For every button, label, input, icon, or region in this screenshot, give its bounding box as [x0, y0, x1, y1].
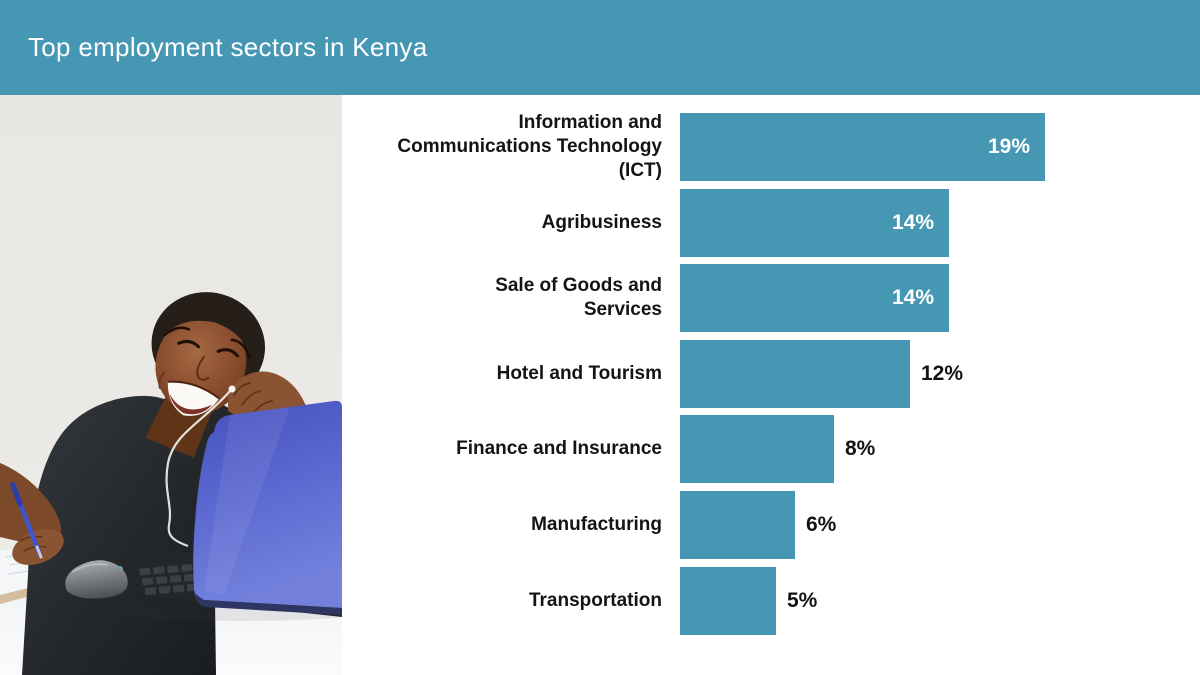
bar [680, 490, 795, 559]
bar-track: 5% [680, 566, 1200, 635]
bar [680, 566, 776, 635]
bar-track: 14% [680, 188, 1200, 257]
category-label: Agribusiness [541, 211, 662, 233]
value-label: 14% [891, 210, 934, 234]
value-label: 8% [845, 437, 876, 461]
category-label: Manufacturing [531, 514, 662, 535]
bar-chart: Information and Communications Technolog… [342, 95, 1200, 675]
category-label: Information and Communications Technolog… [397, 112, 662, 181]
chart-row: Agribusiness 14% [342, 188, 1200, 257]
chart-row: Transportation 5% [342, 566, 1200, 635]
bar [680, 339, 910, 408]
chart-row: Hotel and Tourism 12% [342, 339, 1200, 408]
chart-row: Manufacturing 6% [342, 490, 1200, 559]
bar: 14% [680, 264, 949, 333]
bar-track: 8% [680, 415, 1200, 484]
bar-track: 14% [680, 264, 1200, 333]
bar-track: 6% [680, 490, 1200, 559]
photo-woman-laptop [0, 95, 342, 675]
bar-track: 19% [680, 113, 1200, 181]
bar [680, 415, 834, 484]
value-label: 19% [987, 135, 1030, 158]
page-title: Top employment sectors in Kenya [28, 32, 428, 62]
bar: 14% [680, 188, 949, 257]
chart-row: Information and Communications Technolog… [342, 112, 1200, 181]
category-label: Sale of Goods and Services [495, 275, 662, 321]
photo-panel [0, 95, 342, 675]
bar: 19% [680, 113, 1045, 181]
value-label: 6% [806, 512, 837, 536]
category-label: Finance and Insurance [456, 438, 662, 460]
category-label: Hotel and Tourism [496, 362, 662, 384]
value-label: 5% [787, 588, 818, 612]
value-label: 12% [921, 361, 964, 385]
chart-row: Sale of Goods and Services 14% [342, 264, 1200, 333]
category-label: Transportation [528, 589, 662, 611]
chart-row: Finance and Insurance 8% [342, 415, 1200, 484]
bar-track: 12% [680, 339, 1200, 408]
header-bar: Top employment sectors in Kenya [0, 0, 1200, 95]
value-label: 14% [891, 286, 934, 310]
